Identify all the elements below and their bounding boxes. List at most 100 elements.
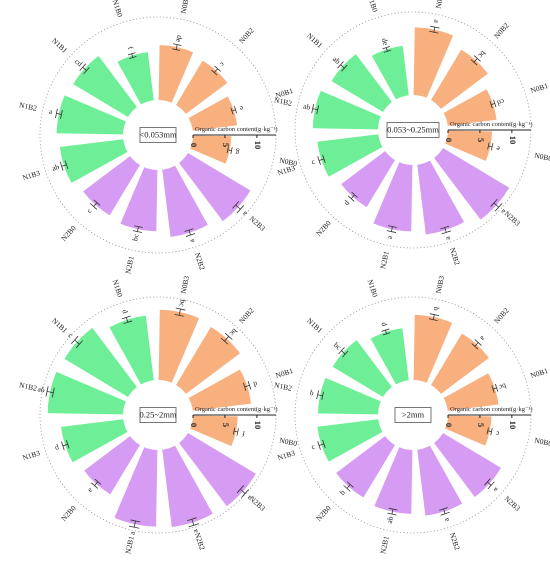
error-cap xyxy=(490,428,493,436)
category-label-n1b1: N1B1 xyxy=(305,31,325,50)
error-bar xyxy=(433,26,436,33)
significance-letter: de xyxy=(174,34,184,43)
error-cap xyxy=(428,318,438,321)
significance-letter: a xyxy=(190,528,200,535)
significance-letter: cd xyxy=(73,57,84,69)
error-bar xyxy=(61,164,67,167)
error-bar xyxy=(317,394,323,397)
error-bar xyxy=(93,202,98,207)
category-label-n2b2: N2B2 xyxy=(193,531,207,551)
significance-letter: e xyxy=(495,144,501,154)
category-label-n1b1: N1B1 xyxy=(305,316,325,335)
category-label-n2b1: N2B1 xyxy=(378,250,391,270)
bar-n1b3 xyxy=(61,419,128,463)
tick-label: 0 xyxy=(444,423,454,427)
panel-3: bcN0B3bcN0B2dN0B1fN0B0aN2B3aN2B2aN2B1eN2… xyxy=(18,275,298,555)
axis-title: Organic carbon content(g·kg⁻¹) xyxy=(450,121,533,128)
category-label-n0b3: N0B3 xyxy=(179,0,192,14)
bar-n1b3 xyxy=(59,139,128,183)
error-bar xyxy=(137,226,139,232)
error-cap xyxy=(45,386,49,397)
error-cap xyxy=(491,385,495,393)
tick-label: 0 xyxy=(189,143,199,147)
category-label-n1b0: N1B0 xyxy=(366,278,380,298)
error-cap xyxy=(232,201,240,209)
significance-letter: g xyxy=(234,148,240,158)
bar-n2b1 xyxy=(120,167,158,232)
error-cap xyxy=(487,481,495,490)
significance-letter: a xyxy=(244,493,253,502)
error-cap xyxy=(175,307,186,311)
category-label-n0b3: N0B3 xyxy=(179,275,192,295)
error-bar xyxy=(493,202,500,208)
size-class-box xyxy=(386,122,440,138)
error-bar xyxy=(82,66,87,71)
error-cap xyxy=(61,441,65,451)
significance-letter: bc xyxy=(497,381,507,392)
bar-n0b1 xyxy=(443,373,499,411)
error-cap xyxy=(128,525,140,529)
error-cap xyxy=(242,382,247,391)
error-bar xyxy=(444,227,447,233)
bar-n0b3 xyxy=(413,27,454,98)
error-cap xyxy=(130,519,141,523)
significance-letter: d xyxy=(252,379,259,389)
bar-n0b1 xyxy=(443,89,497,126)
tick-label: 10 xyxy=(508,136,518,145)
error-cap xyxy=(220,337,229,345)
error-bar xyxy=(175,44,178,50)
error-bar xyxy=(133,520,136,528)
bar-n2b3 xyxy=(434,148,510,220)
error-bar xyxy=(385,47,388,52)
size-class-label: >2mm xyxy=(402,409,425,419)
error-cap xyxy=(185,233,196,237)
error-cap xyxy=(387,512,397,516)
significance-letter: c xyxy=(310,442,317,452)
error-bar xyxy=(492,387,497,390)
error-bar xyxy=(312,108,318,111)
significance-letter: c xyxy=(494,429,500,439)
significance-letter: a xyxy=(127,530,137,536)
error-cap xyxy=(93,199,101,206)
error-bar xyxy=(227,149,232,152)
error-bar xyxy=(56,112,62,115)
significance-letter: d xyxy=(379,321,389,328)
category-label-n0b1: N0B1 xyxy=(529,81,549,95)
significance-letter: a xyxy=(48,107,54,117)
category-label-n0b2: N0B2 xyxy=(492,21,511,41)
error-cap xyxy=(322,154,326,164)
error-cap xyxy=(230,107,234,115)
bar-n0b0 xyxy=(190,415,238,447)
category-label-n0b0: N0B0 xyxy=(279,436,299,449)
error-bar xyxy=(487,430,492,433)
significance-letter: d xyxy=(342,198,351,207)
error-bar xyxy=(131,53,134,58)
error-cap xyxy=(493,99,497,108)
tick-label: 10 xyxy=(253,141,263,150)
error-cap xyxy=(226,146,229,154)
panel-2: aN0B3bcN0B2cdN0B1eN0B0aN2B3aN2B2aN2B1dN2… xyxy=(273,0,550,270)
bar-n2b2 xyxy=(162,445,213,528)
error-cap xyxy=(381,328,390,332)
error-cap xyxy=(66,440,70,449)
category-label-n2b0: N2B0 xyxy=(314,218,333,238)
bar-n2b2 xyxy=(417,445,463,516)
error-cap xyxy=(224,332,233,340)
category-label-n1b0: N1B0 xyxy=(111,278,125,298)
error-cap xyxy=(90,203,98,210)
error-cap xyxy=(489,100,493,109)
error-bar xyxy=(474,342,479,347)
error-bar xyxy=(385,329,387,334)
error-cap xyxy=(317,441,321,450)
error-cap xyxy=(343,485,351,492)
significance-letter: e xyxy=(85,485,94,494)
error-cap xyxy=(234,106,238,114)
bar-n0b1 xyxy=(188,96,238,131)
category-label-n2b3: N2B3 xyxy=(503,209,523,228)
error-cap xyxy=(494,203,503,212)
category-label-n2b1: N2B1 xyxy=(123,535,136,555)
error-cap xyxy=(129,55,137,59)
error-cap xyxy=(342,350,349,358)
error-cap xyxy=(127,52,136,56)
category-label-n2b3: N2B3 xyxy=(248,494,268,513)
